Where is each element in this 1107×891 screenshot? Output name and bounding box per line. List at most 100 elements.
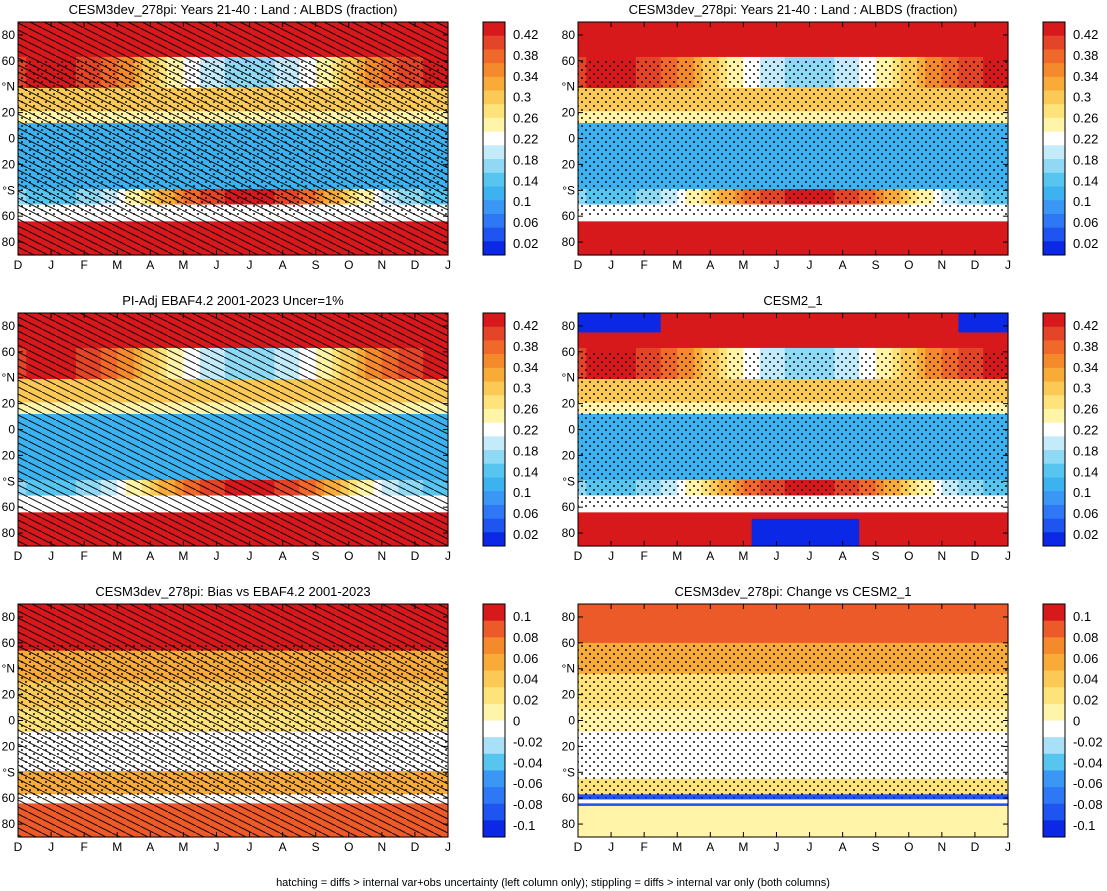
heatmap-cell [627, 49, 637, 54]
heatmap-cell [842, 45, 852, 50]
colorbar-swatch [483, 63, 505, 78]
heatmap-cell [801, 29, 811, 35]
heatmap-cell [817, 53, 827, 58]
heatmap-cell [776, 29, 786, 35]
heatmap-cell [817, 49, 827, 54]
heatmap-cell [941, 53, 951, 58]
x-tick-label: A [146, 258, 154, 272]
heatmap-cell [635, 45, 645, 50]
heatmap-cell [619, 45, 629, 50]
heatmap-cell [892, 37, 902, 43]
heatmap-cell [941, 41, 951, 46]
colorbar-label: 0.3 [513, 90, 531, 105]
heatmap-cell [867, 56, 877, 62]
heatmap-cell [917, 53, 926, 58]
heatmap-cell [908, 25, 918, 31]
heatmap-cell [950, 56, 959, 62]
heatmap-cell [834, 56, 844, 62]
heatmap-cell [933, 33, 943, 39]
heatmap-cell [759, 45, 769, 50]
heatmap-cell [602, 45, 612, 50]
heatmap-cell [925, 53, 935, 58]
heatmap-cell [718, 41, 728, 46]
heatmap-cell [668, 29, 678, 35]
heatmap-cell [859, 41, 869, 46]
heatmap-cell [883, 49, 893, 54]
heatmap-cell [842, 41, 852, 46]
heatmap-cell [875, 22, 885, 27]
heatmap-cell [793, 56, 802, 62]
x-tick-label: J [247, 258, 253, 272]
heatmap-cell [826, 37, 835, 43]
heatmap-cell [710, 49, 720, 54]
heatmap-cell [900, 33, 910, 39]
heatmap-cell [784, 37, 794, 43]
heatmap-cell [817, 33, 827, 39]
heatmap-cell [735, 41, 744, 46]
heatmap-cell [892, 53, 902, 58]
heatmap-cell [801, 45, 811, 50]
heatmap-cell [983, 41, 993, 46]
heatmap-cell [850, 56, 860, 62]
heatmap-cell [693, 25, 703, 31]
y-tick-label: 20 [2, 157, 16, 171]
heatmap-cell [619, 56, 629, 62]
heatmap-cell [917, 56, 926, 62]
heatmap-cell [660, 53, 670, 58]
heatmap-cell [759, 49, 769, 54]
heatmap-cell [735, 37, 744, 43]
heatmap-cell [875, 49, 885, 54]
heatmap-cell [842, 56, 852, 62]
heatmap-cell [983, 33, 993, 39]
heatmap-cell [586, 25, 596, 31]
heatmap-cell [768, 45, 778, 50]
heatmap-cell [726, 33, 736, 39]
heatmap-cell [602, 33, 612, 39]
heatmap-cell [735, 45, 744, 50]
heatmap-cell [586, 37, 596, 43]
heatmap-cell [644, 56, 654, 62]
heatmap-cell [627, 33, 637, 39]
heatmap-cell [991, 45, 1001, 50]
heatmap-cell [611, 29, 620, 35]
heatmap-cell [875, 37, 885, 43]
heatmap-cell [941, 45, 951, 50]
heatmap-cell [652, 53, 662, 58]
heatmap-cell [594, 33, 604, 39]
heatmap-cell [702, 33, 711, 39]
heatmap-cell [983, 22, 993, 27]
heatmap-cell [950, 41, 959, 46]
heatmap-cell [627, 37, 637, 43]
heatmap-cell [660, 29, 670, 35]
heatmap-cell [685, 45, 695, 50]
heatmap-cell [859, 53, 869, 58]
heatmap-cell [718, 29, 728, 35]
heatmap-cell [635, 49, 645, 54]
heatmap-cell [726, 22, 736, 27]
heatmap-cell [908, 45, 918, 50]
colorbar-label: 0.42 [513, 27, 538, 42]
heatmap-cell [735, 53, 744, 58]
heatmap-cell [999, 53, 1009, 58]
heatmap-cell [883, 29, 893, 35]
heatmap-cell [817, 22, 827, 27]
heatmap-cell [710, 25, 720, 31]
heatmap-cell [668, 53, 678, 58]
heatmap-cell [611, 53, 620, 58]
heatmap-cell [602, 53, 612, 58]
heatmap-cell [677, 29, 687, 35]
heatmap-cell [834, 29, 844, 35]
x-tick-label: S [312, 258, 320, 272]
heatmap-cell [842, 37, 852, 43]
heatmap-cell [768, 49, 778, 54]
heatmap-cell [743, 56, 753, 62]
heatmap-cell [677, 49, 687, 54]
heatmap-cell [685, 49, 695, 54]
heatmap-cell [652, 29, 662, 35]
heatmap-cell [594, 49, 604, 54]
heatmap-cell [660, 41, 670, 46]
heatmap-cell [644, 29, 654, 35]
heatmap-cell [652, 37, 662, 43]
heatmap-cell [917, 37, 926, 43]
heatmap-cell [974, 49, 984, 54]
